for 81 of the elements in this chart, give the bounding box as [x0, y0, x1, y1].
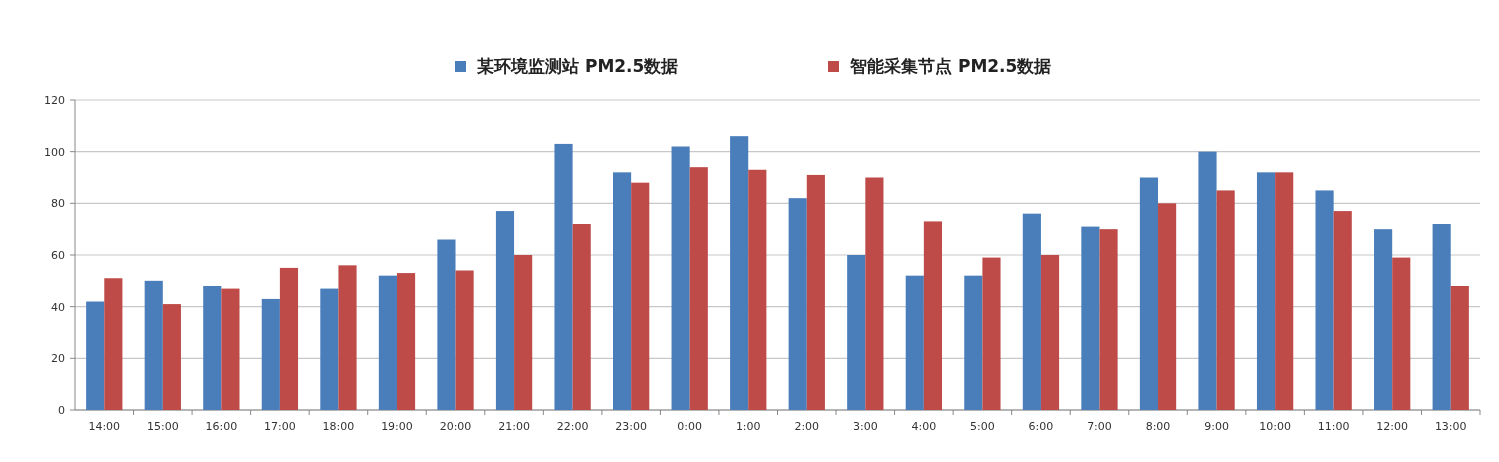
x-tick-label: 7:00	[1087, 420, 1112, 433]
bar	[162, 304, 181, 410]
bar	[982, 257, 1001, 410]
bar	[1333, 211, 1352, 410]
bar	[1275, 172, 1294, 410]
bar	[1099, 229, 1118, 410]
bar	[338, 265, 357, 410]
x-tick-label: 9:00	[1204, 420, 1229, 433]
bar	[905, 275, 924, 410]
x-tick-label: 0:00	[677, 420, 703, 433]
bar	[923, 221, 942, 410]
x-tick-label: 13:00	[1434, 420, 1467, 433]
x-tick-label: 5:00	[970, 420, 995, 433]
bar	[437, 239, 456, 410]
legend-label: 智能采集节点 PM2.5数据	[849, 56, 1052, 76]
bar	[613, 172, 632, 410]
bar	[1040, 255, 1060, 410]
x-tick-label: 6:00	[1028, 420, 1054, 433]
x-tick-label: 10:00	[1259, 420, 1291, 433]
bar	[144, 280, 163, 410]
x-tick-label: 2:00	[794, 420, 820, 433]
bar	[1139, 177, 1159, 410]
bar	[1315, 190, 1334, 410]
y-tick-label: 60	[51, 249, 65, 262]
x-tick-label: 4:00	[911, 420, 937, 433]
bar	[86, 301, 105, 410]
bar	[1256, 172, 1276, 410]
x-tick-label: 17:00	[264, 420, 296, 433]
bar	[495, 211, 515, 410]
bar	[1374, 229, 1393, 410]
y-tick-label: 120	[44, 94, 65, 107]
bar	[514, 255, 533, 410]
bar	[865, 177, 884, 410]
bar	[221, 288, 240, 410]
y-tick-label: 0	[58, 404, 65, 417]
x-tick-label: 20:00	[439, 420, 472, 433]
bar	[1216, 190, 1235, 410]
x-tick-label: 18:00	[322, 420, 355, 433]
bar	[964, 275, 983, 410]
bar	[378, 275, 397, 410]
bar	[788, 198, 807, 410]
bar	[261, 298, 280, 410]
x-tick-label: 22:00	[556, 420, 589, 433]
bar	[554, 143, 573, 410]
bar	[1392, 257, 1411, 410]
bar	[1158, 203, 1177, 410]
bar	[631, 182, 650, 410]
bar	[203, 286, 222, 410]
x-tick-label: 3:00	[852, 420, 878, 433]
bar	[671, 146, 690, 410]
y-tick-label: 100	[44, 145, 65, 159]
bar	[689, 167, 708, 410]
bar	[1432, 224, 1451, 410]
y-tick-label: 80	[51, 197, 65, 211]
bar	[1081, 226, 1100, 410]
x-tick-label: 15:00	[146, 420, 179, 433]
bar	[847, 255, 866, 410]
x-tick-label: 1:00	[735, 420, 761, 433]
bar	[572, 224, 591, 410]
bar	[1450, 286, 1469, 410]
bar	[730, 136, 749, 410]
y-tick-label: 40	[51, 300, 65, 314]
bar	[748, 169, 767, 410]
x-tick-label: 8:00	[1145, 420, 1171, 433]
x-tick-label: 16:00	[205, 420, 238, 433]
bar	[806, 174, 825, 410]
bar	[104, 278, 123, 410]
x-tick-label: 23:00	[615, 420, 647, 433]
x-tick-label: 21:00	[498, 420, 530, 433]
x-tick-label: 14:00	[88, 420, 121, 433]
bar	[1198, 151, 1217, 410]
bar	[455, 270, 474, 410]
bar	[1022, 213, 1041, 410]
x-tick-label: 19:00	[381, 420, 413, 433]
x-tick-label: 12:00	[1376, 420, 1409, 433]
bar	[279, 267, 299, 410]
y-tick-label: 20	[51, 352, 65, 366]
x-tick-label: 11:00	[1317, 420, 1350, 433]
legend-label: 某环境监测站 PM2.5数据	[476, 56, 679, 76]
bar	[396, 273, 416, 410]
bar	[320, 288, 339, 410]
